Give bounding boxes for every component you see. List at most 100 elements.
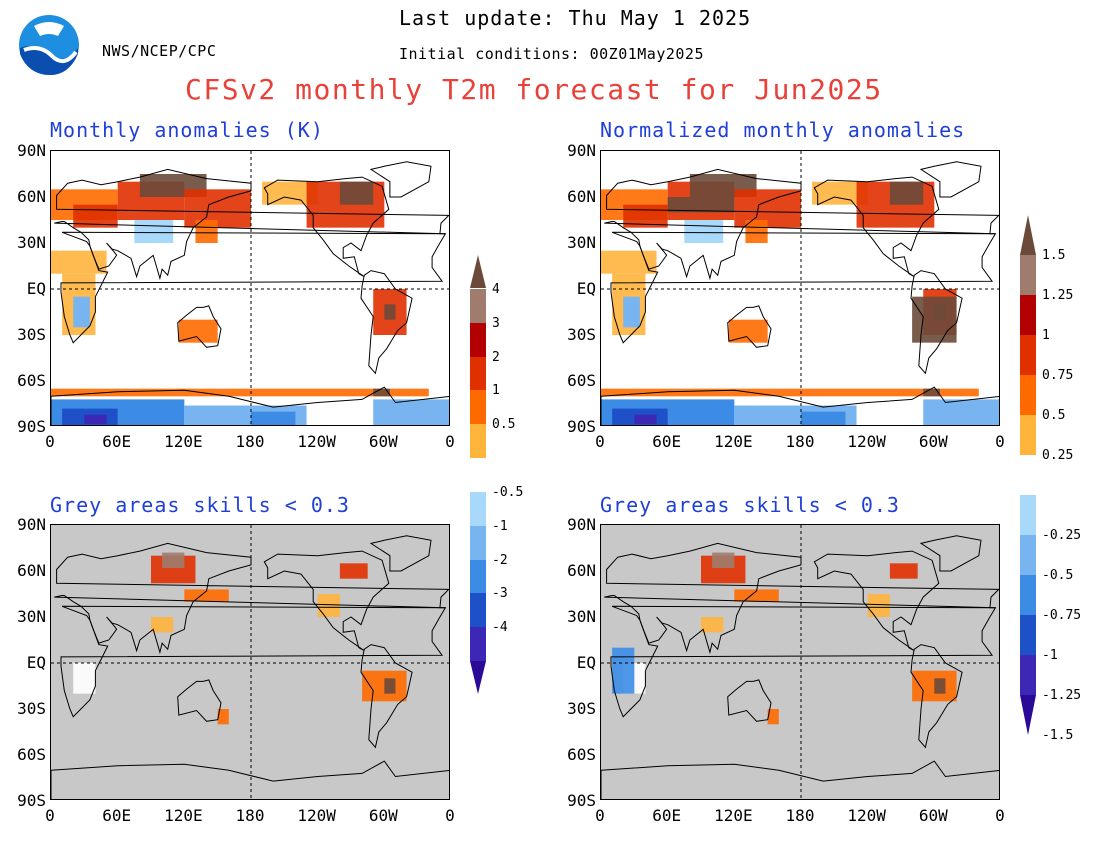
colorbar-segment [1020,455,1036,495]
colorbar-label: 0.5 [1042,408,1066,423]
coastline-eurasia [604,542,999,655]
colorbar-segment [1020,415,1036,455]
colorbar-label: -2 [492,552,508,568]
lat-tick-label: EQ [26,279,46,298]
lon-tick-label: 60W [918,806,948,825]
lat-tick-label: EQ [576,653,596,672]
lon-tick-label: 60W [918,432,948,451]
lon-tick-label: 120W [847,432,886,451]
coastline-antarctica [601,760,999,799]
coastline-africa [60,231,447,344]
colorbar-label: -0.75 [1042,608,1082,623]
coastline-namerica [263,176,390,278]
lon-tick-label: 60W [368,432,398,451]
anomaly-patch [667,197,735,213]
lat-tick-label: 30S [567,699,596,718]
lat-tick-label: 90N [17,141,46,160]
lon-tick-label: 180 [235,432,265,451]
map-monthly-anomalies [50,150,450,426]
lon-tick-label: 120E [714,806,753,825]
lon-tick-label: 180 [235,806,265,825]
cold-anomaly-patch [623,296,640,328]
map-canvas [51,151,449,425]
colorbar-label: 1.25 [1042,288,1074,303]
coastline-eurasia [54,542,449,655]
colorbar-normalized: 1.5 1.25 1 0.75 0.5 0.25 -0.25 -0.5 -0.75 -1 -1.25… [1020,215,1081,743]
lat-tick-label: 90N [567,141,596,160]
colorbar-anomalies: 4 3 2 1 0.5 -0.5 -1 -2 -3 -4 [470,255,523,695]
colorbar-segment [1020,215,1036,255]
anomaly-patch [184,589,229,602]
anomaly-patch [162,552,185,568]
panel-title-skill-right: Grey areas skills < 0.3 [600,493,900,517]
lat-tick-label: 30N [567,233,596,252]
colorbar-label: -0.5 [1042,568,1074,583]
lat-tick-label: 60S [567,371,596,390]
anomaly-patch [701,617,724,633]
colorbar-segment [470,593,486,628]
lat-tick-label: 30S [17,325,46,344]
coastline-greenland [369,535,432,572]
cold-anomaly-patch [84,414,107,424]
lat-tick-label: 60N [567,561,596,580]
colorbar-segment [470,288,486,323]
colorbar-label: 1 [492,383,500,399]
map-normalized-anomalies [600,150,1000,426]
lat-tick-label: 30S [17,699,46,718]
lon-tick-label: 120W [297,806,336,825]
cold-anomaly-patch [634,414,657,424]
coastline-australia [727,679,772,722]
colorbar-segment [1020,335,1036,375]
anomaly-patch [767,709,779,725]
anomaly-patch [384,678,396,694]
anomaly-patch [912,296,957,343]
coastline-australia [177,679,222,722]
lon-tick-label: 0 [45,432,55,451]
noaa-logo [18,14,80,76]
colorbar-segment [470,559,486,594]
lon-tick-label: 0 [445,806,455,825]
anomaly-patch [728,319,768,343]
colorbar-label: -1.25 [1042,688,1082,703]
colorbar-segment [1020,295,1036,335]
anomaly-patch [262,181,318,205]
map-skill-masked-normalized [600,524,1000,800]
lat-tick-label: 90S [567,791,596,810]
lat-tick-label: 90N [17,515,46,534]
lon-tick-label: 120E [714,432,753,451]
colorbar-label: -0.25 [1042,528,1082,543]
lat-tick-label: 60S [17,371,46,390]
anomaly-patch [601,388,979,397]
anomaly-patch [734,589,779,602]
anomaly-patch [362,670,407,702]
anomaly-patch [178,319,218,343]
colorbar-segment [1020,615,1036,655]
anomaly-patch [745,220,768,243]
lon-tick-label: 60E [102,432,132,451]
coastline-antarctica [601,386,999,425]
colorbar-segment [470,390,486,425]
anomaly-patch [51,250,107,274]
colorbar-segment [1020,655,1036,695]
map-canvas [601,525,999,799]
colorbar-segment [470,661,486,695]
lat-tick-label: EQ [26,653,46,672]
anomaly-patch [712,552,735,568]
map-canvas [601,151,999,425]
coastline-greenland [369,161,432,198]
lat-tick-label: 90S [567,417,596,436]
cold-anomaly-patch [251,411,296,425]
colorbar-segment [470,356,486,391]
lon-tick-label: 0 [45,806,55,825]
colorbar-label: 0.75 [1042,368,1074,383]
colorbar-label: -1 [492,518,508,534]
lat-tick-label: 90S [17,791,46,810]
cold-anomaly-patch [801,411,846,425]
lon-tick-label: 0 [445,432,455,451]
colorbar-label: -3 [492,586,508,602]
anomaly-patch [339,181,374,205]
map-skill-masked-anomalies [50,524,450,800]
coastline-eurasia [54,168,449,281]
colorbar-segment [470,491,486,526]
lat-tick-label: 30N [17,607,46,626]
